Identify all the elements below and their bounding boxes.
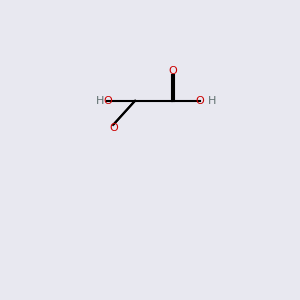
Text: H: H xyxy=(96,96,104,106)
Text: O: O xyxy=(168,66,177,76)
Text: O: O xyxy=(110,123,118,134)
Text: O: O xyxy=(103,96,112,106)
Text: H: H xyxy=(208,96,216,106)
Text: O: O xyxy=(196,96,205,106)
